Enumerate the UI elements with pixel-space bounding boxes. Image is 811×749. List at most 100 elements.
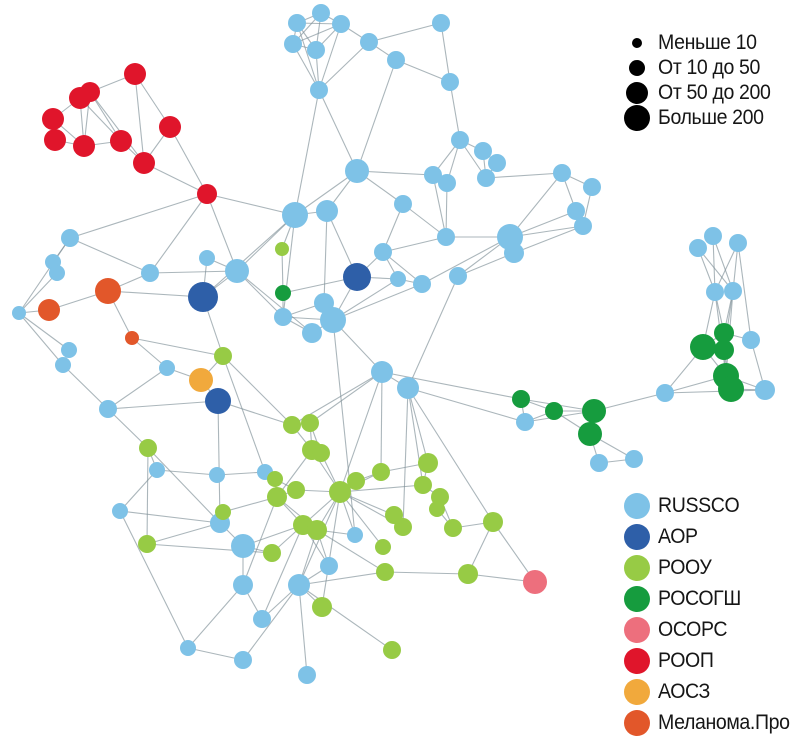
network-node-russco <box>574 217 592 235</box>
network-edge <box>421 236 511 285</box>
network-node-russco <box>567 202 585 220</box>
network-edge <box>457 252 515 277</box>
network-node-roou <box>429 501 445 517</box>
network-node-rosogsh <box>545 402 563 420</box>
network-node-roop <box>197 184 217 204</box>
network-node-russco <box>706 283 724 301</box>
network-node-russco <box>282 202 308 228</box>
size-legend-item: От 50 до 200 <box>622 80 779 105</box>
network-node-roou <box>312 444 330 462</box>
network-node-roou <box>329 481 351 503</box>
network-edge <box>298 584 393 651</box>
network-edge <box>316 529 386 573</box>
network-edge <box>236 270 313 334</box>
color-legend-item-roop: РООП <box>622 645 800 676</box>
network-node-russco <box>437 228 455 246</box>
size-legend-label: От 50 до 200 <box>658 80 771 104</box>
network-edge <box>69 193 208 239</box>
network-node-russco <box>288 574 310 596</box>
network-node-roou <box>383 641 401 659</box>
network-node-melanoma <box>38 299 60 321</box>
network-node-russco <box>394 195 412 213</box>
network-edge <box>242 496 278 586</box>
network-node-russco <box>742 331 760 349</box>
network-node-roou <box>215 504 231 520</box>
network-node-russco <box>274 308 292 326</box>
network-edge <box>147 447 221 524</box>
size-dot-icon <box>632 37 642 48</box>
size-legend-item: Больше 200 <box>622 104 779 131</box>
network-node-roou <box>375 539 391 555</box>
network-node-russco <box>312 4 330 22</box>
network-node-russco <box>729 234 747 252</box>
network-edge <box>737 242 752 341</box>
network-edge <box>318 23 342 91</box>
network-node-roou <box>301 414 319 432</box>
network-edge <box>492 521 536 583</box>
network-node-roou <box>307 520 327 540</box>
network-node-roou <box>312 597 332 617</box>
network-edge <box>107 290 204 298</box>
network-node-russco <box>590 454 608 472</box>
network-node-roop <box>69 87 91 109</box>
network-node-roou <box>287 481 305 499</box>
size-legend-item: От 10 до 50 <box>622 55 779 80</box>
size-legend-label: Меньше 10 <box>658 30 757 54</box>
network-node-russco <box>488 154 506 172</box>
color-legend-item-osors: ОСОРС <box>622 614 800 645</box>
network-edge <box>513 225 584 254</box>
network-node-roou <box>347 472 365 490</box>
network-node-roou <box>283 416 301 434</box>
network-edge <box>18 312 64 366</box>
color-dot-icon-osors <box>624 616 650 643</box>
network-node-aor <box>188 282 218 312</box>
network-edge <box>593 392 666 412</box>
network-edge <box>309 371 383 424</box>
network-node-rosogsh <box>690 334 716 360</box>
network-node-russco <box>180 640 196 656</box>
size-dot-icon <box>626 81 648 104</box>
network-edge <box>222 355 293 426</box>
network-node-roou <box>263 544 281 562</box>
network-node-russco <box>516 413 534 431</box>
network-node-russco <box>310 81 328 99</box>
network-node-russco <box>149 462 165 478</box>
network-edge <box>206 193 296 216</box>
network-edge <box>206 193 238 272</box>
network-edge <box>407 275 459 389</box>
network-node-russco <box>320 557 338 575</box>
network-node-russco <box>371 361 393 383</box>
network-node-roop <box>133 152 155 174</box>
network-node-russco <box>234 651 252 669</box>
network-edge <box>368 22 442 43</box>
network-edge <box>62 364 109 410</box>
color-legend-dot-cell <box>622 647 652 674</box>
network-edge <box>296 22 320 91</box>
network-edge <box>261 524 304 620</box>
network-edge <box>332 283 423 321</box>
network-edge <box>509 172 563 238</box>
network-node-russco <box>755 380 775 400</box>
network-edge <box>69 237 151 274</box>
network-node-russco <box>298 666 316 684</box>
network-edge <box>242 584 300 661</box>
network-node-roop <box>44 129 66 151</box>
network-node-osors <box>523 570 547 594</box>
network-node-russco <box>302 323 322 343</box>
network-edge <box>318 89 358 172</box>
network-edge <box>332 319 356 536</box>
color-dot-icon-rosogsh <box>624 585 650 612</box>
color-legend: RUSSCO АОР РООУ РОСОГШ ОСОРС РООП АОСЗ Меланома… <box>622 490 800 738</box>
network-edge <box>119 469 158 512</box>
network-edge <box>697 247 734 292</box>
network-node-roou <box>267 487 287 507</box>
network-node-russco <box>553 164 571 182</box>
network-node-russco <box>347 527 363 543</box>
network-node-rosogsh <box>714 323 734 343</box>
network-edge <box>119 510 189 649</box>
network-node-russco <box>55 357 71 373</box>
size-dot-icon <box>624 104 650 131</box>
network-node-russco <box>231 534 255 558</box>
network-node-roop <box>159 116 181 138</box>
color-legend-label: RUSSCO <box>658 493 740 517</box>
